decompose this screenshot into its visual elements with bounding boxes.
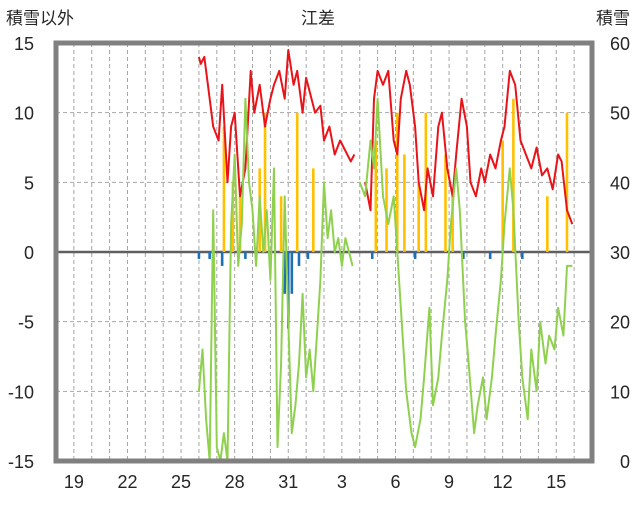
blue-bar xyxy=(197,252,201,259)
y-right-tick-label: 0 xyxy=(620,452,630,472)
x-tick-label: 22 xyxy=(117,472,137,492)
blue-bar xyxy=(521,252,524,259)
y-right-tick-label: 60 xyxy=(610,34,630,54)
blue-bar xyxy=(297,252,301,266)
y-right-tick-label: 20 xyxy=(610,313,630,333)
orange-bar xyxy=(374,140,378,252)
orange-bar xyxy=(263,112,267,253)
x-tick-label: 15 xyxy=(546,472,566,492)
y-left-tick-label: -15 xyxy=(8,452,34,472)
plot-frame xyxy=(53,40,595,464)
blue-bar xyxy=(306,252,310,259)
y-right-tick-label: 40 xyxy=(610,173,630,193)
green-line-series xyxy=(358,97,573,449)
orange-bar xyxy=(295,112,299,253)
x-tick-label: 12 xyxy=(493,472,513,492)
y-left-tick-label: 5 xyxy=(24,173,34,193)
red-line-series xyxy=(197,49,356,198)
orange-bar xyxy=(501,140,504,252)
orange-bar xyxy=(311,168,315,252)
orange-bar xyxy=(444,154,447,252)
orange-bar xyxy=(222,126,226,252)
y-right-tick-label: 30 xyxy=(610,243,630,263)
y-right-label: 積雪 xyxy=(596,9,630,28)
x-tick-label: 25 xyxy=(171,472,191,492)
orange-bar xyxy=(403,154,406,252)
x-tick-label: 6 xyxy=(390,472,400,492)
orange-bar xyxy=(451,196,454,252)
y-right-tick-label: 50 xyxy=(610,104,630,124)
orange-bar xyxy=(565,112,569,253)
y-left-tick-label: 0 xyxy=(24,243,34,263)
blue-bar xyxy=(370,252,374,259)
x-tick-label: 3 xyxy=(337,472,347,492)
blue-bar xyxy=(244,252,247,259)
orange-bar xyxy=(395,112,399,253)
orange-bar xyxy=(238,196,242,252)
y-left-tick-label: 15 xyxy=(14,34,34,54)
x-tick-label: 9 xyxy=(444,472,454,492)
orange-bar xyxy=(512,98,515,252)
y-left-tick-label: 10 xyxy=(14,104,34,124)
red-line-series xyxy=(364,69,574,225)
green-line-series xyxy=(197,97,354,462)
orange-bar xyxy=(279,196,283,252)
y-left-tick-label: -10 xyxy=(8,382,34,402)
blue-bar xyxy=(283,252,286,294)
chart-title: 江差 xyxy=(301,9,335,28)
y-left-tick-label: -5 xyxy=(18,313,34,333)
orange-bar xyxy=(546,196,549,252)
x-tick-label: 28 xyxy=(225,472,245,492)
x-tick-label: 19 xyxy=(64,472,84,492)
y-right-tick-label: 10 xyxy=(610,382,630,402)
x-tick-label: 31 xyxy=(278,472,298,492)
frame-group xyxy=(53,40,595,464)
blue-bar xyxy=(462,252,465,259)
y-left-label: 積雪以外 xyxy=(6,9,74,28)
blue-bar xyxy=(488,252,492,259)
orange-bar xyxy=(417,182,420,252)
blue-bar xyxy=(208,252,211,259)
blue-bar xyxy=(290,252,294,294)
blue-bar xyxy=(413,252,417,259)
blue-bar xyxy=(220,252,224,266)
orange-bar xyxy=(231,182,235,252)
